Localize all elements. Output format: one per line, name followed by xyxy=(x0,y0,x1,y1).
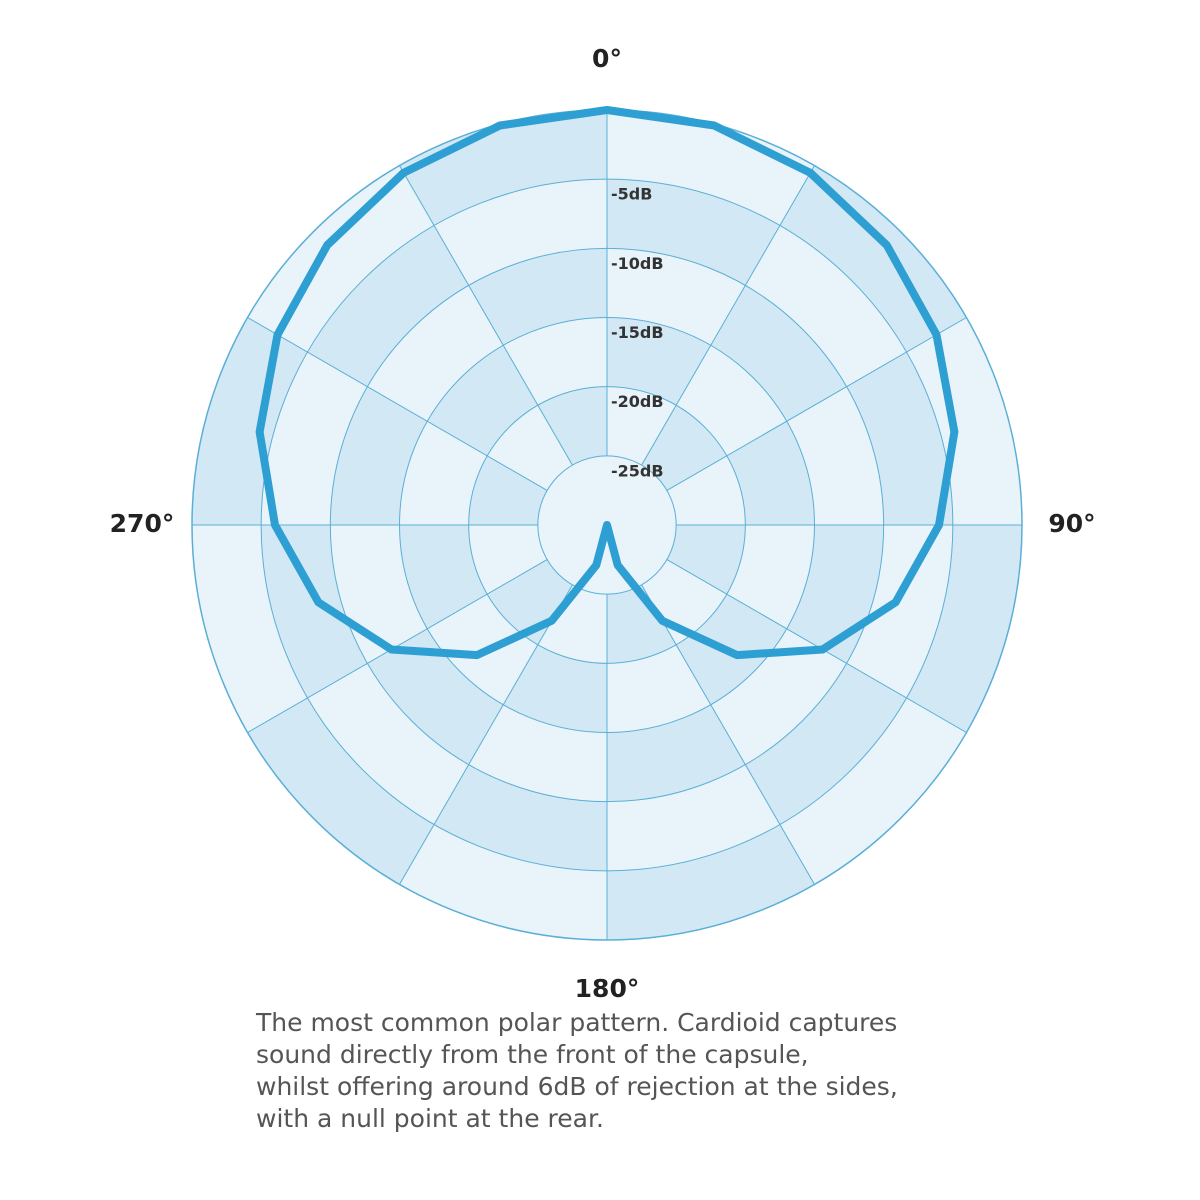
angle-label: 270° xyxy=(110,509,175,538)
polar-band xyxy=(710,285,847,422)
polar-band xyxy=(906,525,1022,733)
angle-label: 180° xyxy=(575,974,640,1003)
grid-ring xyxy=(399,317,815,733)
polar-band xyxy=(261,525,368,698)
polar-band xyxy=(726,421,815,525)
spoke xyxy=(399,584,573,885)
r-tick-label: -25dB xyxy=(611,461,664,480)
polar-band xyxy=(399,110,607,226)
polar-band xyxy=(607,704,746,802)
angle-label: 90° xyxy=(1048,509,1095,538)
polar-band xyxy=(247,697,435,885)
polar-band xyxy=(607,584,677,664)
angle-label: 0° xyxy=(592,44,622,73)
grid-ring xyxy=(260,178,954,872)
spoke xyxy=(399,165,573,466)
spoke xyxy=(641,584,815,885)
polar-band xyxy=(607,824,815,940)
caption-line: sound directly from the front of the cap… xyxy=(256,1040,809,1069)
r-tick-label: -20dB xyxy=(611,392,664,411)
polar-band xyxy=(487,559,573,645)
polar-band xyxy=(537,386,607,466)
r-tick-label: -5dB xyxy=(611,185,652,204)
caption-line: with a null point at the rear. xyxy=(256,1104,604,1133)
polar-band xyxy=(468,248,607,346)
polar-band xyxy=(641,405,727,491)
polar-curve xyxy=(255,106,959,660)
spoke xyxy=(641,165,815,466)
r-tick-label: -10dB xyxy=(611,254,664,273)
polar-band xyxy=(330,386,428,525)
spoke xyxy=(247,317,548,491)
grid-ring xyxy=(537,455,677,595)
polar-band xyxy=(666,525,746,595)
polar-band xyxy=(367,628,504,765)
caption-line: The most common polar pattern. Cardioid … xyxy=(255,1008,897,1037)
caption-line: whilst offering around 6dB of rejection … xyxy=(256,1072,898,1101)
polar-band xyxy=(192,317,308,525)
polar-band xyxy=(745,663,907,825)
polar-band xyxy=(503,644,607,733)
polar-band xyxy=(434,764,607,871)
polar-band xyxy=(846,352,953,525)
grid-ring xyxy=(468,386,746,664)
polar-band xyxy=(307,225,469,387)
spoke xyxy=(666,317,967,491)
polar-band xyxy=(468,455,548,525)
r-tick-label: -15dB xyxy=(611,323,664,342)
polar-band xyxy=(607,317,711,406)
polar-band xyxy=(427,345,538,456)
polar-band xyxy=(607,179,780,286)
polar-band xyxy=(399,525,488,629)
grid-ring xyxy=(329,247,885,803)
